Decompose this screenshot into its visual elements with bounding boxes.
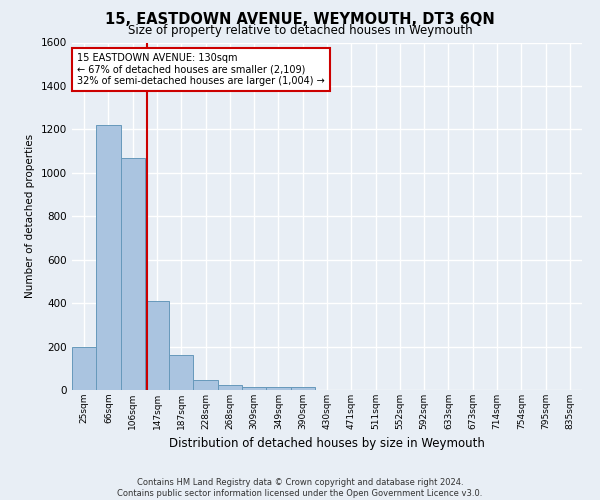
Text: Size of property relative to detached houses in Weymouth: Size of property relative to detached ho… (128, 24, 472, 37)
Bar (96, 125, 121, 390)
Bar (266, 388, 290, 390)
Bar (72, 346, 96, 390)
Bar (242, 386, 266, 390)
Bar (169, 355, 193, 390)
Bar (193, 380, 218, 390)
Bar (290, 386, 315, 390)
Text: 15 EASTDOWN AVENUE: 130sqm
← 67% of detached houses are smaller (2,109)
32% of s: 15 EASTDOWN AVENUE: 130sqm ← 67% of deta… (77, 53, 325, 86)
Bar (218, 384, 242, 390)
Bar (121, 158, 145, 390)
Text: 15, EASTDOWN AVENUE, WEYMOUTH, DT3 6QN: 15, EASTDOWN AVENUE, WEYMOUTH, DT3 6QN (105, 12, 495, 28)
Y-axis label: Number of detached properties: Number of detached properties (25, 134, 35, 298)
Text: Contains HM Land Registry data © Crown copyright and database right 2024.
Contai: Contains HM Land Registry data © Crown c… (118, 478, 482, 498)
Bar (145, 301, 169, 390)
X-axis label: Distribution of detached houses by size in Weymouth: Distribution of detached houses by size … (169, 438, 485, 450)
